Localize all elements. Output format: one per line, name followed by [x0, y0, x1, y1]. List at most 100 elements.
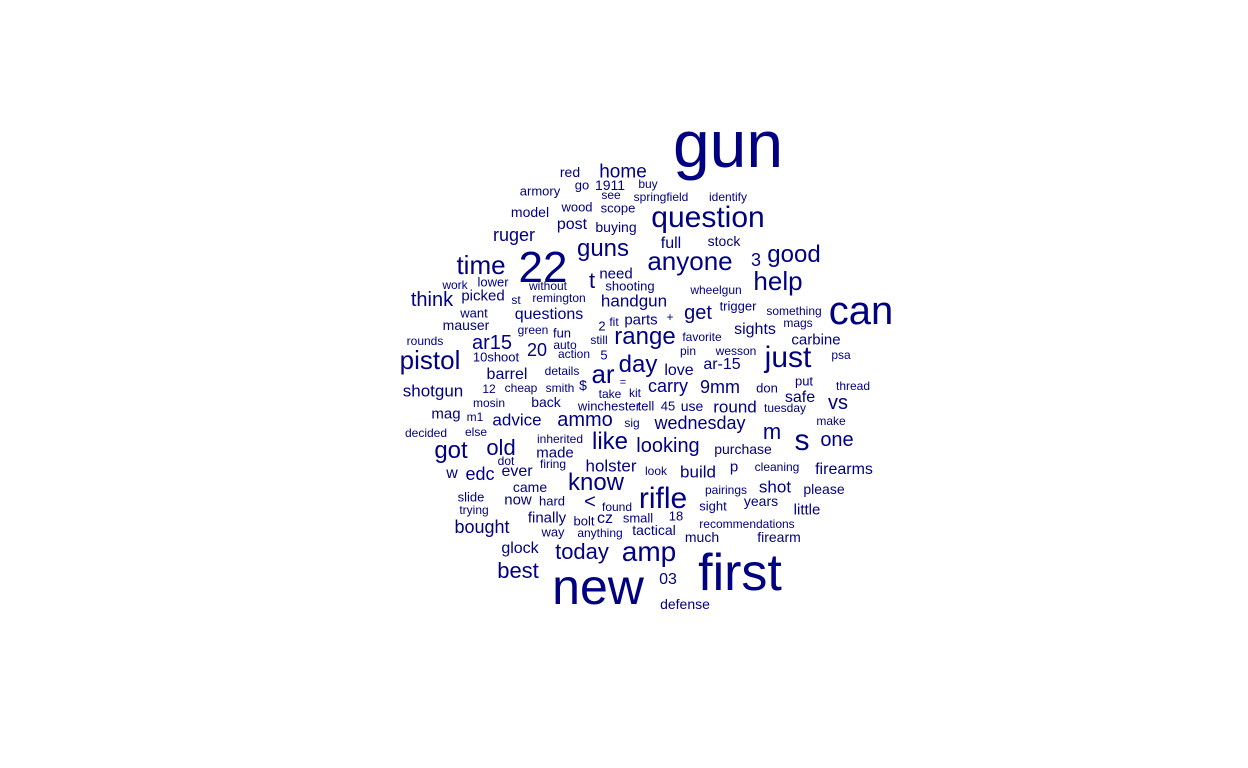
word: favorite — [682, 330, 722, 344]
word: help — [753, 266, 803, 296]
word: fun — [552, 325, 572, 341]
word: details — [544, 364, 580, 378]
word: smith — [545, 381, 575, 395]
word: know — [567, 469, 625, 496]
word: years — [743, 493, 779, 509]
word: model — [510, 204, 550, 220]
word: bought — [454, 517, 510, 537]
word: inherited — [536, 432, 584, 446]
word: gun — [672, 107, 784, 181]
word: buying — [595, 219, 637, 235]
word: full — [660, 235, 682, 252]
word: kit — [629, 386, 641, 400]
word: pistol — [399, 345, 461, 375]
word: cheap — [504, 381, 538, 395]
word: remington — [532, 291, 586, 305]
word: vs — [828, 392, 848, 414]
word: slide — [457, 489, 485, 505]
word: back — [531, 394, 561, 410]
word: got — [434, 437, 468, 464]
word: 20 — [526, 340, 548, 360]
word: wheelgun — [690, 283, 742, 297]
word: trying — [459, 503, 489, 517]
word: small — [622, 510, 654, 526]
word: like — [591, 428, 629, 455]
word: please — [803, 481, 845, 497]
word: new — [552, 559, 644, 615]
word: thread — [835, 379, 871, 393]
word: much — [684, 529, 720, 545]
word: first — [698, 544, 782, 602]
word: psa — [831, 348, 851, 362]
word: tuesday — [763, 401, 807, 415]
word: ar15 — [471, 332, 513, 354]
word: = — [619, 376, 627, 389]
word: old — [486, 435, 516, 460]
word: without — [528, 279, 568, 293]
word: 5 — [600, 347, 608, 363]
word: look — [644, 464, 668, 478]
word: use — [680, 398, 704, 414]
word: decided — [404, 426, 448, 440]
word: 9mm — [700, 377, 740, 397]
word: rounds — [406, 334, 444, 348]
word: tell — [637, 398, 655, 414]
word: w — [446, 465, 458, 482]
word: green — [517, 323, 549, 337]
word: sig — [624, 416, 640, 430]
word: st — [511, 293, 521, 307]
word: ever — [501, 463, 533, 480]
word: shooting — [605, 278, 655, 294]
word: picked — [461, 287, 505, 305]
word: m — [762, 419, 782, 444]
word: amp — [621, 536, 677, 567]
word: ar — [591, 359, 615, 389]
word: range — [614, 323, 676, 350]
word: bolt — [573, 513, 595, 529]
word: today — [555, 539, 609, 564]
word: purchase — [714, 441, 772, 457]
word: build — [680, 462, 716, 482]
word: 03 — [659, 571, 677, 588]
word: one — [820, 429, 854, 451]
word: barrel — [486, 366, 528, 383]
word: mag — [431, 405, 461, 423]
word: way — [541, 524, 565, 540]
word: defense — [660, 596, 710, 612]
word: want — [460, 305, 488, 321]
word: 1911 — [594, 177, 626, 193]
word: need — [599, 265, 633, 283]
word: make — [816, 414, 846, 428]
word: time — [456, 250, 506, 280]
word: firearm — [757, 529, 801, 545]
word: s — [794, 424, 810, 457]
word: good — [767, 241, 821, 268]
word: dot — [497, 454, 515, 468]
word: think — [410, 289, 454, 311]
word: recommendations — [699, 517, 795, 531]
word: go — [574, 177, 590, 193]
word: tactical — [632, 522, 676, 538]
word: armory — [519, 183, 561, 199]
word: holster — [585, 456, 637, 476]
word: something — [766, 304, 822, 318]
word: else — [464, 425, 488, 439]
word: anything — [577, 526, 623, 540]
word: ar-15 — [703, 356, 741, 373]
word: 10shoot — [472, 349, 520, 365]
word: springfield — [633, 190, 689, 204]
word: wednesday — [654, 413, 746, 433]
word: advice — [492, 410, 542, 430]
word: pairings — [704, 483, 748, 497]
word: t — [588, 268, 596, 293]
word: 45 — [660, 398, 676, 414]
word: sight — [699, 498, 727, 514]
word: home — [599, 161, 647, 183]
word: cz — [597, 510, 613, 527]
word: firing — [539, 457, 567, 471]
word: ruger — [492, 225, 536, 245]
word: looking — [636, 435, 700, 457]
word: 12 — [482, 382, 496, 396]
word: little — [793, 501, 821, 519]
